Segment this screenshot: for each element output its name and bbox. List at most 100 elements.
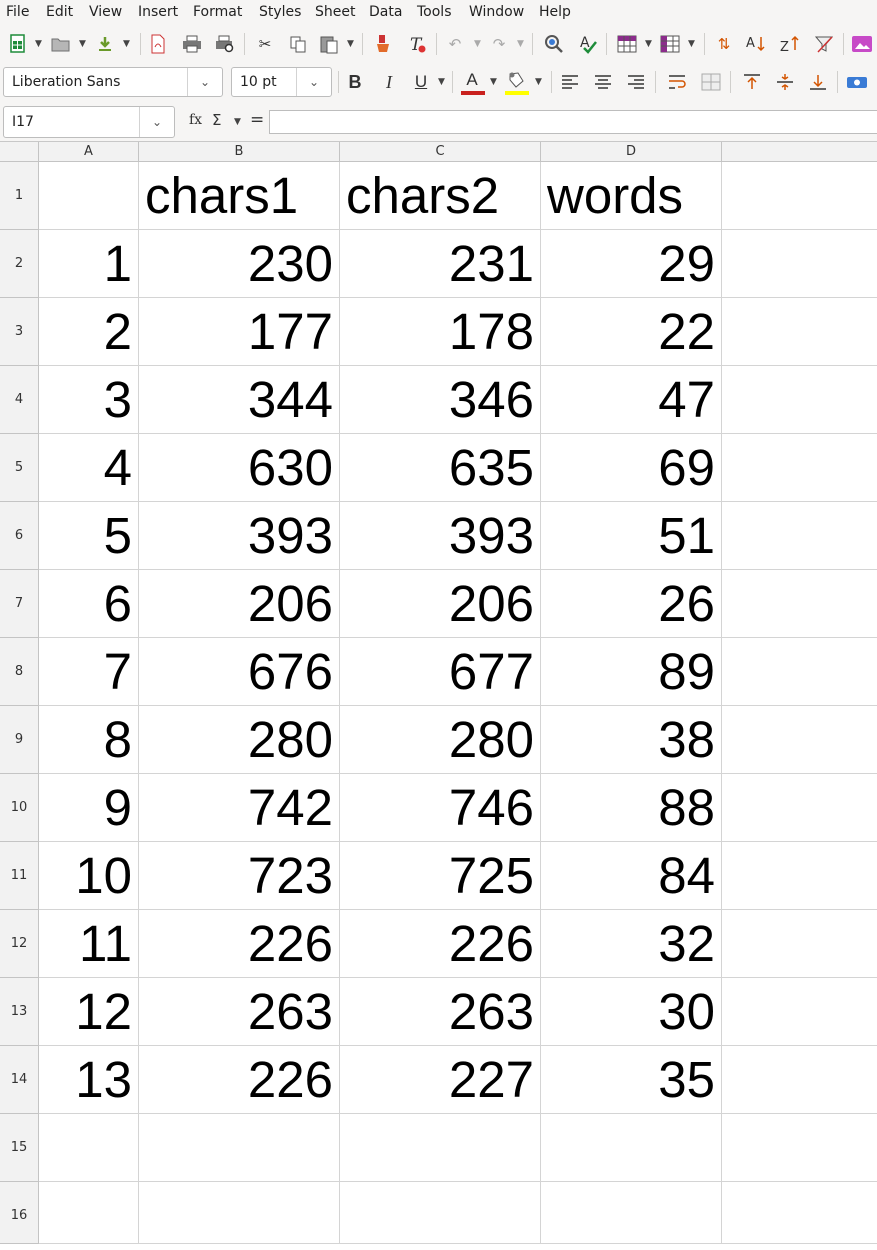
column-icon[interactable] — [659, 33, 681, 55]
chevron-down-icon[interactable]: ▼ — [234, 117, 241, 127]
align-left-icon[interactable] — [559, 71, 581, 93]
cell[interactable] — [722, 570, 877, 638]
number-cell[interactable]: 9 — [39, 774, 139, 842]
number-cell[interactable]: 226 — [340, 910, 541, 978]
cell[interactable] — [39, 1114, 139, 1182]
number-cell[interactable]: 227 — [340, 1046, 541, 1114]
number-cell[interactable]: 10 — [39, 842, 139, 910]
redo-icon[interactable]: ↷ — [492, 35, 506, 53]
bold-button[interactable]: B — [348, 71, 362, 92]
formula-equals-icon[interactable]: = — [250, 110, 265, 130]
cell[interactable] — [722, 502, 877, 570]
insert-image-icon[interactable] — [851, 33, 873, 55]
autofilter-icon[interactable] — [813, 33, 835, 55]
column-header-d[interactable]: D — [541, 142, 722, 162]
number-cell[interactable]: 206 — [139, 570, 340, 638]
number-cell[interactable]: 32 — [541, 910, 722, 978]
number-cell[interactable]: 230 — [139, 230, 340, 298]
align-right-icon[interactable] — [625, 71, 647, 93]
cell[interactable] — [139, 1182, 340, 1244]
number-cell[interactable]: 226 — [139, 910, 340, 978]
chevron-down-icon[interactable]: ⌄ — [296, 68, 331, 96]
menu-view[interactable]: View — [89, 4, 123, 20]
align-top-icon[interactable] — [741, 71, 763, 93]
menu-tools[interactable]: Tools — [417, 4, 452, 20]
number-cell[interactable]: 630 — [139, 434, 340, 502]
row-header[interactable]: 13 — [0, 978, 39, 1046]
row-header[interactable]: 16 — [0, 1182, 39, 1244]
chevron-down-icon[interactable]: ▼ — [474, 39, 481, 49]
chevron-down-icon[interactable]: ▼ — [35, 39, 42, 49]
number-cell[interactable]: 177 — [139, 298, 340, 366]
row-header[interactable]: 12 — [0, 910, 39, 978]
number-cell[interactable]: 676 — [139, 638, 340, 706]
number-cell[interactable]: 206 — [340, 570, 541, 638]
number-cell[interactable]: 4 — [39, 434, 139, 502]
sum-icon[interactable]: Σ — [212, 111, 222, 129]
select-all-corner[interactable] — [0, 142, 39, 162]
menu-sheet[interactable]: Sheet — [315, 4, 356, 20]
number-cell[interactable]: 3 — [39, 366, 139, 434]
number-cell[interactable]: 231 — [340, 230, 541, 298]
chevron-down-icon[interactable]: ▼ — [123, 39, 130, 49]
number-cell[interactable]: 26 — [541, 570, 722, 638]
number-cell[interactable]: 263 — [340, 978, 541, 1046]
number-cell[interactable]: 12 — [39, 978, 139, 1046]
chevron-down-icon[interactable]: ▼ — [490, 77, 497, 87]
number-cell[interactable]: 5 — [39, 502, 139, 570]
number-cell[interactable]: 88 — [541, 774, 722, 842]
number-cell[interactable]: 13 — [39, 1046, 139, 1114]
cell[interactable] — [722, 638, 877, 706]
number-cell[interactable]: 6 — [39, 570, 139, 638]
row-header[interactable]: 4 — [0, 366, 39, 434]
open-folder-icon[interactable] — [50, 33, 72, 55]
number-cell[interactable]: 35 — [541, 1046, 722, 1114]
row-header[interactable]: 14 — [0, 1046, 39, 1114]
number-cell[interactable]: 178 — [340, 298, 541, 366]
chevron-down-icon[interactable]: ▼ — [535, 77, 542, 87]
italic-button[interactable]: I — [386, 71, 392, 92]
row-header[interactable]: 1 — [0, 162, 39, 230]
sort-icon[interactable]: ⇅ — [717, 35, 731, 53]
cell[interactable] — [541, 1114, 722, 1182]
number-cell[interactable]: 2 — [39, 298, 139, 366]
number-cell[interactable]: 8 — [39, 706, 139, 774]
number-cell[interactable]: 393 — [139, 502, 340, 570]
number-cell[interactable]: 38 — [541, 706, 722, 774]
column-header-c[interactable]: C — [340, 142, 541, 162]
cell[interactable] — [722, 1114, 877, 1182]
number-cell[interactable]: 725 — [340, 842, 541, 910]
number-cell[interactable]: 263 — [139, 978, 340, 1046]
font-size-box[interactable]: 10 pt ⌄ — [231, 67, 332, 97]
align-bottom-icon[interactable] — [807, 71, 829, 93]
cell[interactable] — [722, 366, 877, 434]
underline-button[interactable]: U — [414, 72, 428, 91]
formula-input[interactable] — [269, 110, 877, 134]
column-title-cell[interactable]: chars1 — [139, 162, 340, 230]
menu-window[interactable]: Window — [469, 4, 525, 20]
row-header[interactable]: 8 — [0, 638, 39, 706]
number-cell[interactable]: 69 — [541, 434, 722, 502]
column-title-cell[interactable]: chars2 — [340, 162, 541, 230]
menu-edit[interactable]: Edit — [46, 4, 74, 20]
number-cell[interactable]: 742 — [139, 774, 340, 842]
number-cell[interactable]: 51 — [541, 502, 722, 570]
wrap-text-icon[interactable] — [666, 71, 688, 93]
menu-styles[interactable]: Styles — [259, 4, 302, 20]
column-header-a[interactable]: A — [39, 142, 139, 162]
cell[interactable] — [541, 1182, 722, 1244]
number-cell[interactable]: 84 — [541, 842, 722, 910]
paste-icon[interactable] — [318, 33, 340, 55]
chevron-down-icon[interactable]: ⌄ — [139, 107, 174, 137]
print-preview-icon[interactable] — [214, 33, 236, 55]
export-pdf-icon[interactable] — [147, 33, 169, 55]
function-wizard-icon[interactable]: fx — [189, 112, 203, 128]
number-cell[interactable]: 746 — [340, 774, 541, 842]
row-header[interactable]: 2 — [0, 230, 39, 298]
cell[interactable] — [139, 1114, 340, 1182]
row-header[interactable]: 6 — [0, 502, 39, 570]
number-cell[interactable]: 7 — [39, 638, 139, 706]
menu-help[interactable]: Help — [539, 4, 571, 20]
column-title-cell[interactable]: words — [541, 162, 722, 230]
chevron-down-icon[interactable]: ▼ — [79, 39, 86, 49]
